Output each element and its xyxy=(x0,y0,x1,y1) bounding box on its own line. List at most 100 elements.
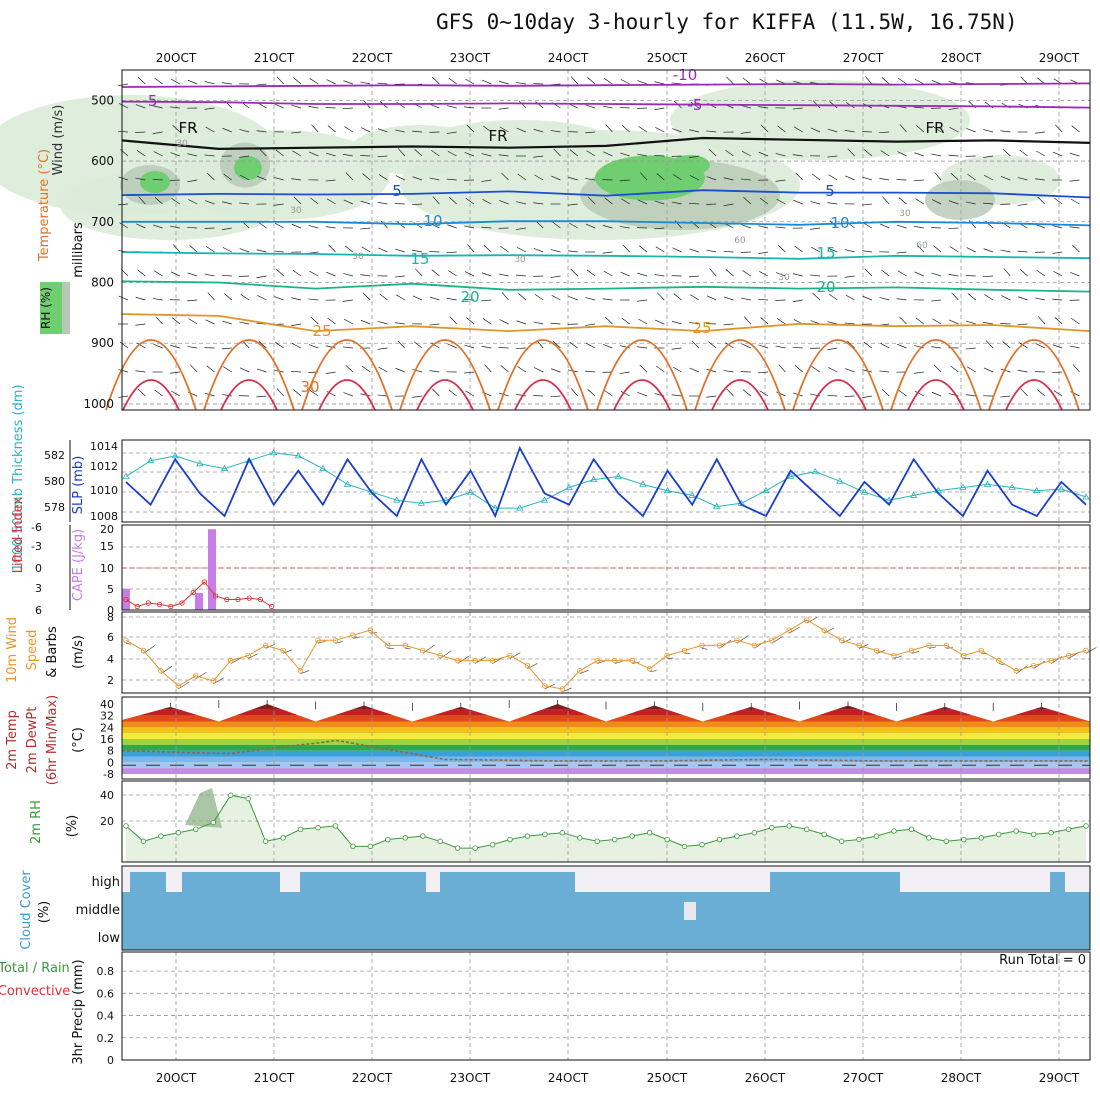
thickness-tick-label: 578 xyxy=(44,501,65,514)
upper-wind-barb xyxy=(604,316,613,325)
wind-barb xyxy=(998,663,1004,665)
upper-wind-barb xyxy=(1020,388,1028,397)
wind-tick-label: 2 xyxy=(107,674,114,687)
upper-wind-barb xyxy=(585,323,596,326)
upper-wind-barb xyxy=(965,275,976,277)
upper-wind-barb xyxy=(274,296,284,301)
upper-wind-barb xyxy=(360,81,371,85)
upper-wind-barb xyxy=(328,244,336,253)
upper-wind-barb xyxy=(310,197,319,205)
upper-wind-barb xyxy=(327,125,336,133)
rh2m-marker xyxy=(786,823,792,829)
contour-label: 30 xyxy=(300,378,319,396)
upper-wind-barb xyxy=(534,174,544,181)
upper-wind-barb xyxy=(1052,344,1063,349)
upper-wind-barb xyxy=(291,104,302,109)
upper-wind-barb xyxy=(361,246,371,253)
upper-wind-barb xyxy=(1069,345,1080,349)
upper-wind-barb xyxy=(153,270,163,277)
upper-wind-barb xyxy=(1019,269,1028,277)
rh2m-tick-label: 20 xyxy=(100,815,114,828)
thickness-marker xyxy=(713,502,721,509)
upper-wind-barb xyxy=(550,130,561,133)
rh2m-marker xyxy=(1048,830,1054,836)
upper-wind-barb xyxy=(135,296,146,301)
upper-wind-barb xyxy=(189,245,198,253)
precip-tick-label: 0.6 xyxy=(97,987,115,1000)
upper-wind-barb xyxy=(344,245,354,253)
upper-wind-barb xyxy=(879,370,890,373)
slp-tick-label: 1008 xyxy=(90,510,118,523)
wind-speed-marker xyxy=(664,652,670,659)
upper-wind-barb xyxy=(448,270,457,277)
upper-wind-barb xyxy=(1017,203,1028,206)
temperature-contour-30 xyxy=(890,339,982,411)
upper-wind-barb xyxy=(723,250,734,253)
upper-wind-barb xyxy=(464,152,475,157)
upper-wind-barb xyxy=(654,319,665,325)
upper-wind-barb xyxy=(362,173,371,181)
upper-wind-barb xyxy=(845,294,855,301)
upper-wind-barb xyxy=(984,174,994,181)
upper-wind-barb xyxy=(256,395,267,398)
upper-wind-barb xyxy=(778,364,786,373)
upper-wind-barb xyxy=(725,149,734,157)
x-date-label-top: 29OCT xyxy=(1039,51,1080,65)
upper-wind-barb xyxy=(138,196,146,205)
li-tick-label: 6 xyxy=(35,604,42,617)
cloud-high-fill xyxy=(182,872,280,892)
upper-wind-barb xyxy=(256,175,267,181)
upper-wind-barb xyxy=(447,150,457,157)
upper-wind-barb xyxy=(688,275,699,278)
wind-speed-marker xyxy=(1013,668,1019,674)
thickness-marker xyxy=(639,480,647,487)
upper-wind-barb xyxy=(395,248,405,253)
temp-band xyxy=(122,744,1090,751)
upper-wind-barb xyxy=(343,80,354,85)
upper-wind-barb xyxy=(812,100,821,109)
thickness-marker xyxy=(540,496,549,503)
thickness-marker xyxy=(516,504,524,511)
precip-ylabel-3: Convective xyxy=(0,984,70,999)
upper-wind-barb xyxy=(309,78,319,85)
upper-wind-barb xyxy=(464,271,475,277)
upper-wind-barb xyxy=(448,389,457,397)
contour-label: 10 xyxy=(830,214,849,232)
upper-wind-barb xyxy=(187,153,198,157)
upper-wind-barb xyxy=(654,227,665,230)
upper-wind-barb xyxy=(983,129,994,133)
upper-wind-barb xyxy=(568,296,578,301)
upper-wind-barb xyxy=(1037,196,1046,205)
upper-wind-barb xyxy=(671,394,682,397)
wind-barb xyxy=(841,638,852,644)
upper-wind-barb xyxy=(223,366,232,373)
upper-wind-barb xyxy=(360,274,371,277)
upper-wind-barb xyxy=(775,179,786,182)
rh2m-marker xyxy=(769,824,775,831)
temp-band xyxy=(122,715,1090,722)
rh2m-marker xyxy=(228,792,234,798)
wind-ylabel-3: & Barbs xyxy=(45,626,60,678)
upper-wind-barb xyxy=(395,367,405,373)
wind-barb xyxy=(893,655,903,659)
wind-speed-marker xyxy=(297,668,304,674)
upper-wind-barb xyxy=(239,367,250,373)
upper-wind-barb xyxy=(811,246,821,253)
upper-wind-barb xyxy=(776,391,786,397)
wind-speed-marker xyxy=(751,642,758,649)
upper-wind-barb xyxy=(758,251,769,255)
wind-barb xyxy=(649,670,657,673)
upper-wind-barb xyxy=(309,390,319,397)
upper-wind-barb xyxy=(1003,268,1011,277)
upper-wind-barb xyxy=(206,246,215,253)
upper-wind-barb xyxy=(740,178,751,181)
upper-wind-barb xyxy=(881,388,890,397)
rh2m-marker xyxy=(699,841,705,848)
upper-wind-barb xyxy=(758,151,769,157)
lifted-index-marker xyxy=(246,595,252,601)
upper-wind-barb xyxy=(517,366,527,373)
wind-speed-marker xyxy=(245,652,251,659)
upper-wind-barb xyxy=(345,172,354,181)
upper-wind-barb xyxy=(551,175,561,181)
upper-wind-barb xyxy=(187,299,198,302)
